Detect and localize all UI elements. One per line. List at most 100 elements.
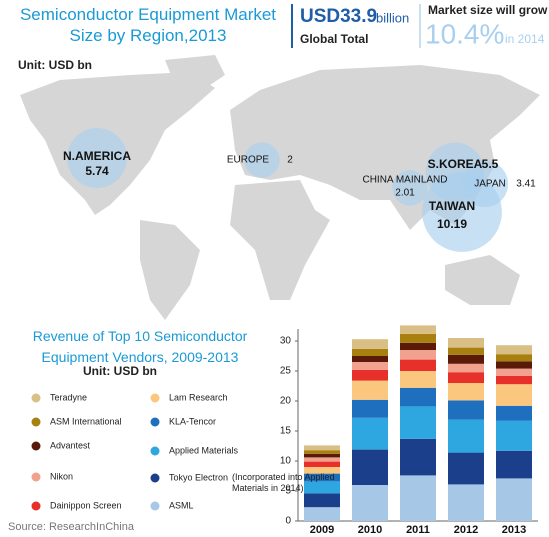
- region-value: 3.41: [516, 179, 536, 190]
- legend-swatch: [150, 473, 160, 483]
- title: Semiconductor Equipment Market Size by R…: [19, 5, 277, 45]
- bar-segment: [352, 369, 388, 381]
- chart-title: Revenue of Top 10 Semiconductor Equipmen…: [32, 328, 248, 365]
- legend-label: KLA-Tencor: [169, 416, 216, 426]
- region-name: JAPAN: [474, 179, 506, 190]
- bar-segment: [448, 354, 484, 364]
- legend-swatch: [31, 501, 41, 511]
- bar-segment: [400, 371, 436, 388]
- bar-segment: [352, 339, 388, 349]
- bar-segment: [496, 361, 532, 369]
- bar-segment: [304, 457, 340, 462]
- bar-segment: [496, 345, 532, 355]
- bar-segment: [496, 478, 532, 521]
- legend-swatch: [150, 393, 160, 403]
- bar-segment: [352, 356, 388, 362]
- legend-label: Applied Materials: [169, 445, 239, 455]
- region-name: CHINA MAINLAND: [362, 175, 447, 186]
- bar-segment: [448, 452, 484, 485]
- bar-segment: [304, 453, 340, 458]
- bar-segment: [304, 507, 340, 521]
- region-value: 5.5: [482, 157, 499, 171]
- region-name: N.AMERICA: [63, 149, 131, 163]
- bar-segment: [304, 445, 340, 451]
- x-tick-label: 2009: [310, 524, 334, 536]
- y-tick-label: 5: [285, 486, 291, 497]
- bar-segment: [304, 450, 340, 454]
- y-tick-label: 25: [280, 366, 292, 377]
- bar-segment: [304, 467, 340, 474]
- bar-segment: [496, 384, 532, 406]
- bar-segment: [496, 420, 532, 451]
- bar-segment: [352, 449, 388, 485]
- bar-segment: [400, 342, 436, 350]
- bar-segment: [448, 338, 484, 348]
- y-tick-label: 30: [280, 336, 292, 347]
- total-unit: billion: [376, 10, 409, 25]
- bar-segment: [352, 399, 388, 418]
- annotation: (Incorporated into Applied Materials in …: [232, 472, 335, 493]
- x-tick-label: 2011: [406, 524, 430, 536]
- bar-segment: [304, 493, 340, 508]
- bar-segment: [400, 359, 436, 371]
- bar-segment: [352, 485, 388, 521]
- region-value: 10.19: [437, 217, 467, 231]
- bar-segment: [400, 406, 436, 439]
- growth-year: in 2014: [505, 32, 545, 46]
- bar-segment: [448, 419, 484, 453]
- total-label: Global Total: [300, 32, 368, 46]
- legend-label: ASM International: [50, 416, 122, 426]
- bar-segment: [400, 475, 436, 521]
- bar-segment: [352, 348, 388, 356]
- legend-swatch: [31, 441, 41, 451]
- chart-unit: Unit: USD bn: [83, 364, 157, 378]
- region-bubble: [244, 142, 280, 178]
- region-value: 2: [287, 155, 293, 166]
- bar-segment: [496, 450, 532, 479]
- x-tick-label: 2012: [454, 524, 478, 536]
- legend-swatch: [150, 446, 160, 456]
- legend-label: Advantest: [50, 440, 91, 450]
- x-tick-label: 2010: [358, 524, 382, 536]
- x-tick-label: 2013: [502, 524, 526, 536]
- bar-segment: [448, 347, 484, 355]
- region-value: 5.74: [85, 164, 109, 178]
- legend-label: ASML: [169, 500, 194, 510]
- bar-segment: [400, 387, 436, 407]
- region-value: 2.01: [395, 188, 415, 199]
- bar-segment: [400, 325, 436, 334]
- bar-segment: [448, 372, 484, 383]
- growth-value: 10.4%: [425, 18, 504, 49]
- bar-segment: [400, 350, 436, 360]
- bar-segment: [448, 400, 484, 420]
- legend-label: Lam Research: [169, 392, 228, 402]
- bar-segment: [496, 368, 532, 376]
- source: Source: ResearchInChina: [8, 521, 135, 533]
- bar-segment: [496, 405, 532, 421]
- bar-segment: [400, 333, 436, 343]
- region-bubble: [392, 170, 428, 206]
- growth-label: Market size will grow: [428, 3, 548, 17]
- legend-label: Nikon: [50, 471, 73, 481]
- legend-swatch: [150, 417, 160, 427]
- legend-swatch: [150, 501, 160, 511]
- legend-label: Teradyne: [50, 392, 87, 402]
- bar-segment: [352, 417, 388, 450]
- bar-segment: [352, 362, 388, 370]
- legend-label: Dainippon Screen: [50, 500, 122, 510]
- bar-segment: [496, 354, 532, 362]
- bar-segment: [448, 363, 484, 373]
- map-unit: Unit: USD bn: [18, 58, 92, 72]
- bar-segment: [304, 481, 340, 494]
- region-name: S.KOREA: [428, 157, 483, 171]
- region-name: TAIWAN: [429, 199, 475, 213]
- legend-swatch: [31, 472, 41, 482]
- bar-segment: [304, 473, 340, 482]
- y-tick-label: 20: [280, 396, 292, 407]
- region-name: EUROPE: [227, 155, 270, 166]
- legend-swatch: [31, 417, 41, 427]
- bar-segment: [448, 484, 484, 521]
- region-bubble: [422, 172, 502, 252]
